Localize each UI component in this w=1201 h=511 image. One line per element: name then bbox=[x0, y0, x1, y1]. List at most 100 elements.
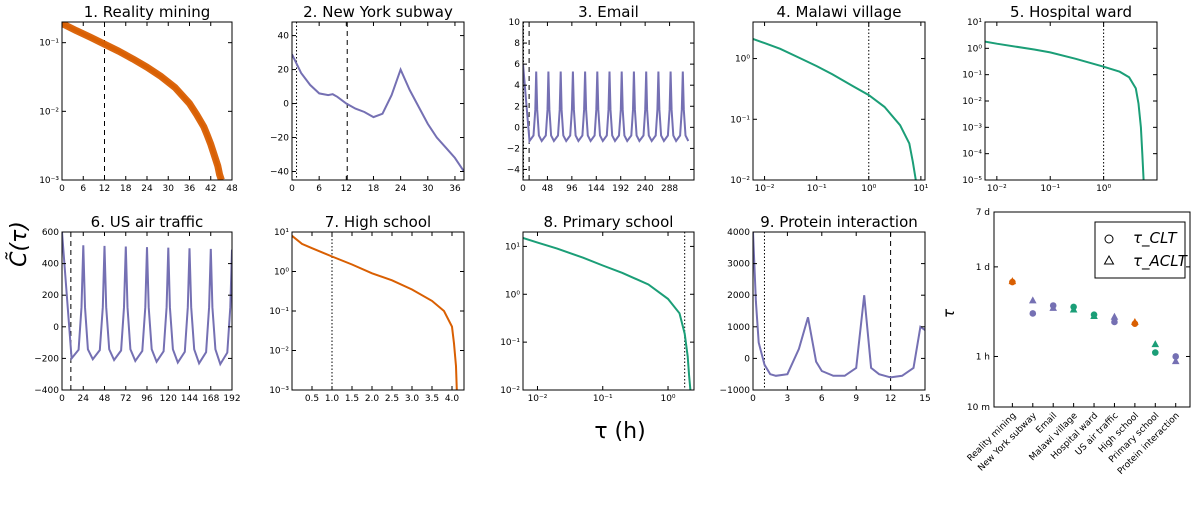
y-tick-label: −1000 bbox=[720, 386, 751, 396]
x-tick-label: 12 bbox=[99, 184, 110, 194]
x-tick-label: 72 bbox=[120, 394, 131, 404]
x-tick-label: 18 bbox=[368, 184, 380, 194]
aclt-point bbox=[1049, 303, 1058, 311]
x-tick-label: 24 bbox=[395, 184, 407, 194]
x-tick-label: 144 bbox=[588, 184, 605, 194]
panel-title: 3. Email bbox=[578, 3, 639, 21]
y-tick-label: 10⁻¹ bbox=[39, 39, 59, 49]
x-tick-label: 9 bbox=[853, 394, 859, 404]
x-tick-label: 3.5 bbox=[425, 394, 439, 404]
plot-area bbox=[753, 22, 917, 180]
plot-area bbox=[985, 22, 1145, 180]
x-tick-label: 96 bbox=[141, 394, 153, 404]
x-tick-label: 6 bbox=[316, 184, 322, 194]
x-tick-label: 48 bbox=[99, 394, 111, 404]
y-tick-label: 1000 bbox=[727, 323, 750, 333]
y-axis-label: τ bbox=[940, 308, 958, 318]
y-tick-label: 20 bbox=[278, 66, 290, 76]
panel-p7: 7. High school 0.5 1.0 1.5 2.0 2.5 3.0 3.5 4.0 10… bbox=[269, 213, 465, 404]
x-tick-label: 24 bbox=[141, 184, 153, 194]
x-tick-label: 192 bbox=[612, 184, 629, 194]
aclt-point bbox=[1131, 317, 1139, 325]
y-tick-label: 10⁻² bbox=[39, 107, 59, 117]
y-tick-label: 10⁻⁴ bbox=[962, 150, 982, 160]
y-tick-label: 8 bbox=[514, 39, 520, 49]
y-tick-label: 0 bbox=[283, 100, 289, 110]
data-line bbox=[62, 232, 232, 367]
x-tick-label: 0 bbox=[750, 394, 756, 404]
y-tick-label: 10⁻¹ bbox=[962, 71, 982, 81]
y-tick-label: 4000 bbox=[727, 228, 750, 238]
x-tick-label: 2.0 bbox=[365, 394, 380, 404]
y-tick-label: 400 bbox=[42, 260, 59, 270]
x-tick-label: 0 bbox=[289, 184, 295, 194]
data-line bbox=[62, 22, 223, 180]
clt-point bbox=[1111, 318, 1118, 326]
y-tick-label: 10⁻¹ bbox=[730, 115, 750, 125]
y-tick-label: 6 bbox=[514, 60, 520, 70]
x-tick-label: 18 bbox=[120, 184, 132, 194]
plot-area bbox=[292, 22, 464, 180]
legend-circle-icon bbox=[1104, 234, 1114, 244]
axes-frame bbox=[993, 211, 1191, 408]
data-band bbox=[62, 22, 225, 180]
x-tick-label: 4.0 bbox=[445, 394, 460, 404]
x-tick-label: 192 bbox=[223, 394, 240, 404]
shared-x-label: τ (h) bbox=[594, 419, 645, 444]
x-tick-label: 10⁻¹ bbox=[593, 394, 613, 404]
aclt-point bbox=[1110, 312, 1119, 320]
x-tick-label: 2.5 bbox=[385, 394, 399, 404]
x-tick-label: 168 bbox=[202, 394, 219, 404]
x-tick-label: 48 bbox=[226, 184, 238, 194]
axes-frame bbox=[522, 21, 695, 181]
y-tick-label: −4 bbox=[507, 165, 521, 175]
legend-box bbox=[1094, 221, 1186, 279]
y-tick-label: 10¹ bbox=[505, 242, 520, 252]
y-tick-label: 10⁰ bbox=[967, 44, 982, 54]
panel-title: 4. Malawi village bbox=[776, 3, 901, 21]
panel-title: 6. US air traffic bbox=[91, 213, 204, 231]
y-tick-label: 40 bbox=[278, 32, 290, 42]
panel-title: 7. High school bbox=[325, 213, 431, 231]
x-tick-label: 1.0 bbox=[325, 394, 340, 404]
panel-p6: 6. US air traffic 0 24 48 72 96 120 144 168 192 60… bbox=[34, 213, 240, 404]
plot-area bbox=[523, 232, 692, 390]
y-tick-label: 10⁰ bbox=[505, 290, 520, 300]
panel-title: 5. Hospital ward bbox=[1010, 3, 1132, 21]
aclt-point bbox=[1008, 277, 1017, 285]
y-tick-label: 3000 bbox=[727, 260, 750, 270]
x-tick-label: 30 bbox=[163, 184, 175, 194]
axes-frame bbox=[522, 231, 695, 391]
panel-title: 1. Reality mining bbox=[84, 3, 211, 21]
y-tick-label: 0 bbox=[53, 323, 59, 333]
y-tick-label: 10 m bbox=[967, 403, 990, 413]
y-tick-label: 200 bbox=[42, 291, 59, 301]
axes-frame bbox=[752, 231, 926, 391]
x-tick-label: 240 bbox=[637, 184, 654, 194]
y-tick-label: 10⁻¹ bbox=[500, 338, 520, 348]
x-tick-label: 36 bbox=[184, 184, 196, 194]
y-tick-label: 10⁻² bbox=[500, 386, 520, 396]
x-tick-label: 10⁰ bbox=[861, 184, 876, 194]
y-tick-label: 10⁻³ bbox=[269, 386, 289, 396]
y-tick-label: 10⁻² bbox=[269, 347, 289, 357]
x-tick-label: 10⁻¹ bbox=[807, 184, 827, 194]
y-tick-label: 2000 bbox=[727, 291, 750, 301]
x-tick-label: 12 bbox=[341, 184, 352, 194]
y-tick-label: 10⁻² bbox=[962, 97, 982, 107]
plot-area bbox=[292, 232, 458, 390]
panel-p9: 9. Protein interaction 0 3 6 9 12 15 4000 3000 20… bbox=[720, 213, 931, 404]
aclt-point bbox=[1069, 305, 1078, 313]
data-line bbox=[523, 237, 692, 390]
y-tick-label: 1 d bbox=[976, 263, 990, 273]
y-tick-label: 10⁻² bbox=[730, 176, 750, 186]
panel-title: 9. Protein interaction bbox=[760, 213, 918, 231]
y-tick-label: 4 bbox=[514, 81, 520, 91]
x-tick-label: 120 bbox=[160, 394, 177, 404]
y-tick-label: 10⁰ bbox=[274, 268, 289, 278]
x-tick-label: 10⁻² bbox=[755, 184, 775, 194]
panel-p8: 8. Primary school 10⁻² 10⁻¹ 10⁰ 10¹ 10⁰ 10⁻¹ 10… bbox=[500, 213, 695, 404]
x-tick-label: 10¹ bbox=[913, 184, 928, 194]
panel-title: 2. New York subway bbox=[303, 3, 453, 21]
